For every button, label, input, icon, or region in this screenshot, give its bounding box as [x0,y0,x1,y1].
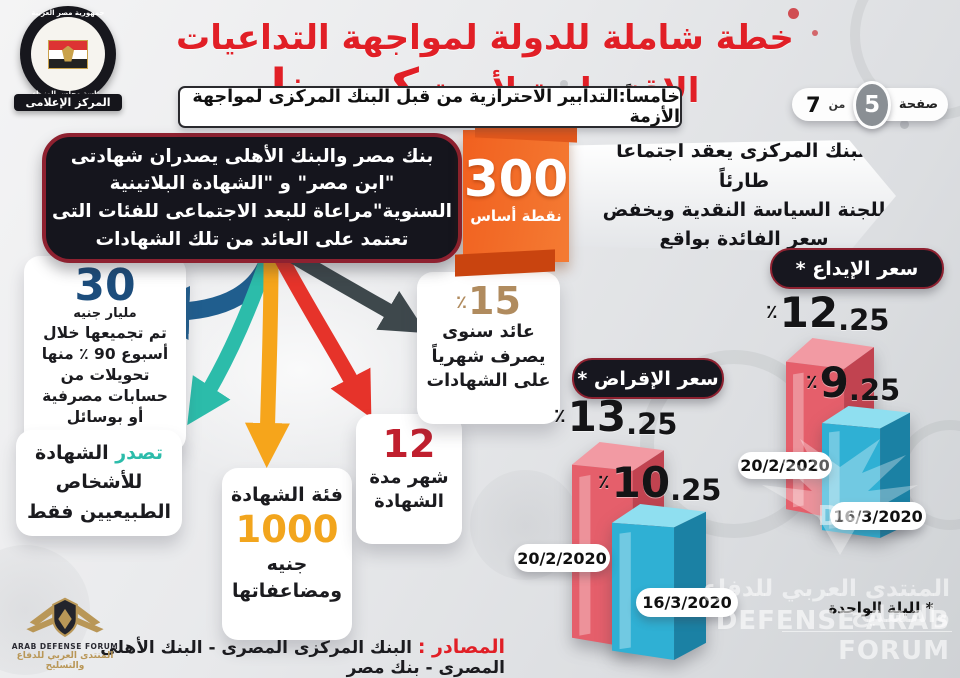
percent-sign: ٪ [806,371,818,393]
lending-bar-blue [612,504,706,660]
denomination-unit: جنيه [266,553,308,576]
collected-unit: مليار جنيه [73,306,137,321]
rate-int: 13 [567,392,627,441]
card-duration: 12 شهر مدة الشهادة [356,414,462,544]
collected-value: 30 [74,260,136,311]
arab-defense-forum-logo: ARAB DEFENSE FORUM المنتدى العربي للدفاع… [6,596,124,671]
lending-rate-badge: سعر الإقراض * [572,358,724,399]
lending-date-after: 16/3/2020 [636,588,738,617]
deposit-rate-after: ٪ 9 .25 [806,358,901,408]
sources-text: البنك المركزى المصرى - البنك الأهلى المص… [100,638,505,678]
card-issuance: تصدر الشهادة للأشخاص الطبيعيين فقط [16,430,182,536]
bubble-line: بنك مصر والبنك الأهلى يصدران شهادتى [70,145,434,167]
adf-arabic-label: المنتدى العربي للدفاع والتسليح [16,651,114,671]
overnight-footnote: * لليلة الواحدة [828,599,934,617]
issuance-text: الشهادة للأشخاص الطبيعيين فقط [26,441,172,523]
yield-value-group: ٪ 15 [417,282,560,320]
banner-line: سعر الفائدة بواقع [659,228,829,251]
page-of-label: من [828,98,846,111]
red-arrow [272,250,372,418]
emblem-ring: جمهورية مصر العربية رئاسة مجلس الوزراء [20,6,116,102]
central-bank-banner: البنك المركزى يعقد اجتماعاً طارئاً للجنة… [562,140,896,252]
virus-dot [812,30,818,36]
adf-english-label: ARAB DEFENSE FORUM [11,642,119,651]
basis-points-value: 300 [463,150,569,208]
rate-dec: .25 [848,373,901,407]
basis-points-ribbon: 300 نقطة أساس [463,130,569,262]
card-yield: ٪ 15 عائد سنوى يصرف شهرياً على الشهادات [417,272,560,424]
basis-points-unit: نقطة أساس [470,207,562,225]
denomination-value: 1000 [235,507,339,551]
page-label: صفحة [898,97,938,112]
teal-arrow [187,257,275,426]
denomination-extra: ومضاعفاتها [231,579,343,602]
issuance-highlight: تصدر [115,441,164,464]
virus-dot [788,8,799,19]
bubble-line: السنوية"مراعاة للبعد الاجتماعى للفئات ال… [52,201,452,222]
yield-text: عائد سنوى يصرف شهرياً على الشهادات [426,322,551,391]
emblem-banner: المركز الإعلامى [14,94,122,111]
adf-shield-icon [26,597,104,638]
deposit-date-before: 20/2/2020 [738,452,832,479]
eagle-icon [62,45,74,62]
page-total: 7 [806,92,821,117]
rate-int: 9 [819,358,849,407]
rate-dec: .25 [838,303,890,337]
rate-dec: .25 [626,407,678,441]
card-collected-billions: 30 مليار جنيه تم تجميعها خلال أسبوع 90 ٪… [24,256,186,452]
percent-sign: ٪ [598,471,610,493]
deposit-rate-before: ٪ 12 .25 [766,288,890,338]
orange-arrow [244,261,290,468]
page-indicator: صفحة 5 من 7 [792,80,948,129]
virus-dot [900,120,909,129]
banner-line: البنك المركزى يعقد اجتماعاً طارئاً [616,140,872,192]
yield-value: 15 [468,279,521,323]
percent-sign: ٪ [766,301,778,323]
sources-line: المصادر : البنك المركزى المصرى - البنك ا… [95,636,505,678]
government-emblem: جمهورية مصر العربية رئاسة مجلس الوزراء ا… [14,6,122,118]
emblem-inner-circle [31,17,105,91]
lending-rate-before: ٪ 13 .25 [554,392,678,442]
duration-value: 12 [382,422,436,466]
banner-line: للجنة السياسة النقدية ويخفض [602,199,886,221]
deposit-date-after: 16/3/2020 [830,502,926,530]
card-denomination: فئة الشهادة 1000 جنيه ومضاعفاتها [222,468,352,640]
percent-sign: ٪ [554,405,566,427]
page-number-badge: 5 [853,80,891,129]
emblem-top-text: جمهورية مصر العربية [31,9,105,17]
rate-int: 12 [779,288,839,337]
divider-line [782,631,952,632]
rate-int: 10 [611,458,671,507]
lending-rate-after: ٪ 10 .25 [598,458,722,508]
denomination-label: فئة الشهادة [231,484,343,506]
deposit-rate-badge: سعر الإيداع * [770,248,944,289]
percent-sign: ٪ [456,292,468,313]
egypt-flag-icon [48,39,88,69]
lending-date-before: 20/2/2020 [514,544,610,572]
bubble-line: تعتمد على العائد من تلك الشهادات [95,228,409,250]
section-subtitle: خامساً:التدابير الاحترازية من قبل البنك … [178,86,682,128]
rate-dec: .25 [670,473,722,507]
collected-text: تم تجميعها خلال أسبوع 90 ٪ منها تحويلات … [41,324,169,447]
certificates-speech-bubble: بنك مصر والبنك الأهلى يصدران شهادتى "ابن… [42,133,462,263]
duration-text: شهر مدة الشهادة [369,466,449,513]
sources-label: المصادر : [417,636,505,658]
bubble-line: "ابن مصر" و "الشهادة البلاتينية [109,173,395,195]
virus-dot [560,80,568,88]
